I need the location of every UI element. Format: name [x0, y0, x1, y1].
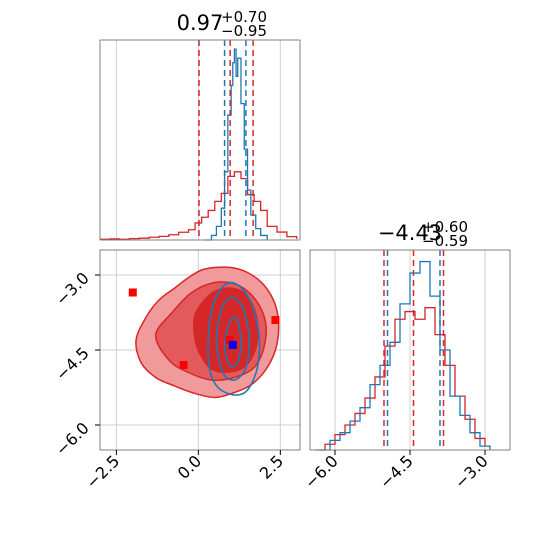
y-tick-label: −6.0 [52, 418, 93, 459]
contour-blue [215, 296, 251, 381]
p2-title-plus: +0.60 [422, 218, 468, 236]
contour-blue [223, 315, 242, 368]
histogram-blue [320, 260, 491, 451]
joint-blue-contours [207, 281, 261, 396]
p2-x-ticks: −6.0 −4.5 −3.0 [301, 450, 492, 492]
x-tick-label: 0.0 [174, 451, 205, 482]
p1-frame [99, 39, 301, 241]
x-tick-label: −3.0 [451, 451, 492, 492]
y-tick-label: −4.5 [52, 343, 93, 384]
contour-blue [207, 281, 261, 396]
p1-quantile-lines [198, 40, 254, 240]
panel-hist-param-1: 0.97 +0.70 −0.95 [99, 8, 301, 241]
histogram-blue [204, 48, 268, 241]
joint-x-ticks: −2.5 0.0 2.5 [82, 450, 287, 492]
marker-red [179, 361, 188, 369]
p2-quantile-lines [383, 250, 445, 450]
x-tick-label: −4.5 [376, 451, 417, 492]
marker-red [271, 316, 280, 324]
panel-joint: −2.5 0.0 2.5 −6.0 −4.5 −3.0 [52, 249, 301, 492]
marker-red [128, 288, 137, 297]
x-tick-label: 2.5 [256, 451, 287, 482]
p1-title-minus: −0.95 [221, 22, 267, 40]
y-tick-label: −3.0 [52, 268, 93, 309]
p2-histograms [315, 260, 491, 451]
contour-core [192, 287, 259, 373]
joint-filled-contours [135, 266, 280, 399]
p2-title-minus: −0.59 [422, 232, 468, 250]
x-tick-label: −6.0 [301, 451, 342, 492]
joint-markers [128, 288, 280, 369]
marker-blue [228, 341, 237, 349]
p2-title-value: −4.43 [378, 221, 442, 245]
marker-red [225, 336, 234, 344]
p1-title: 0.97 [177, 11, 224, 35]
x-tick-label: −2.5 [82, 451, 123, 492]
p1-title-value: 0.97 [177, 11, 224, 35]
p1-title-plus: +0.70 [221, 8, 267, 26]
histogram-red [100, 171, 298, 240]
panel-hist-param-2: −6.0 −4.5 −3.0 −4.43 +0.60 −0.59 [301, 218, 511, 492]
joint-y-ticks: −6.0 −4.5 −3.0 [52, 268, 100, 459]
